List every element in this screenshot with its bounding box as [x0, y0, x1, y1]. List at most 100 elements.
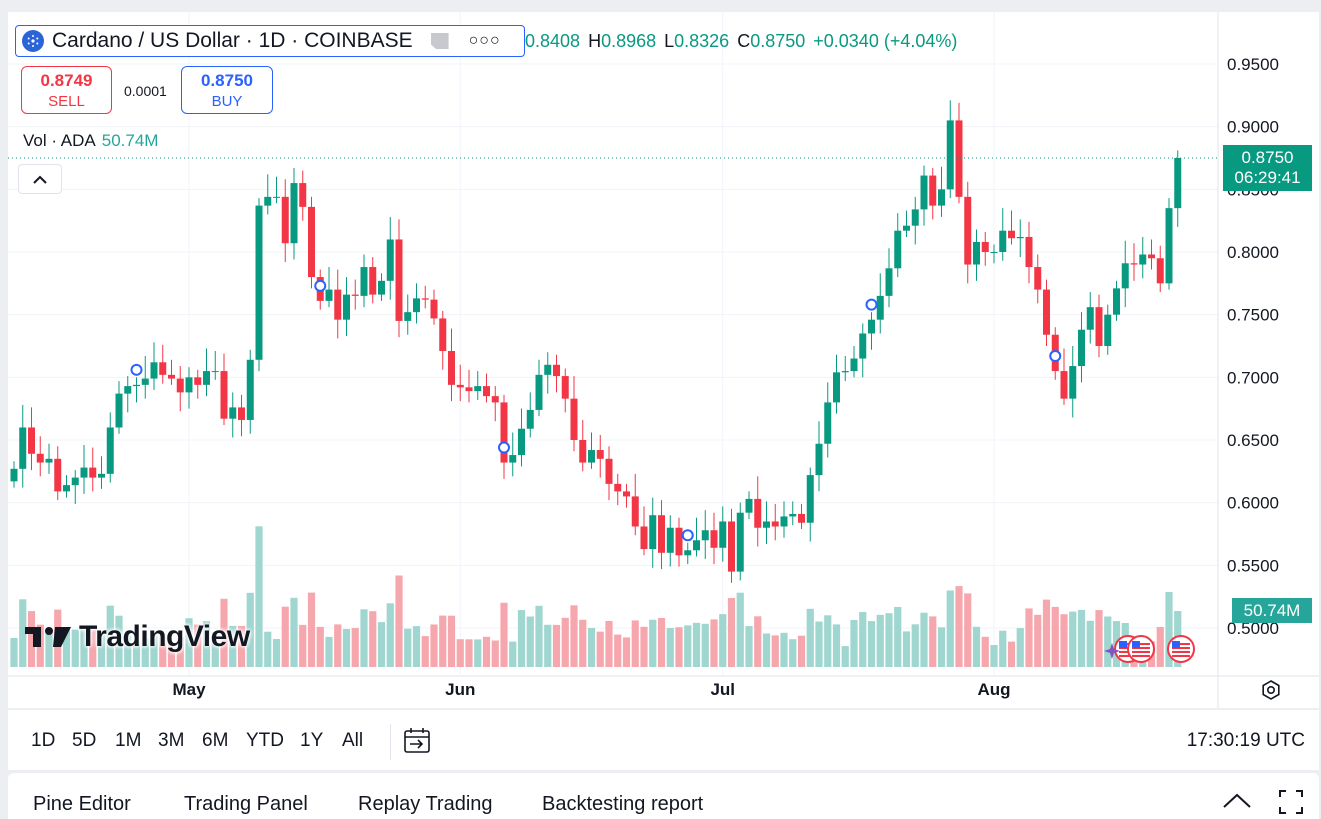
volume-bar-down — [771, 635, 779, 667]
y-tick-label: 0.5000 — [1227, 619, 1279, 638]
range-all-button[interactable]: All — [342, 730, 364, 751]
candle-down — [658, 515, 665, 553]
collapse-legend-button[interactable] — [18, 164, 62, 194]
gear-icon[interactable] — [1259, 678, 1283, 702]
volume-bar-up — [1086, 620, 1094, 667]
volume-legend[interactable]: Vol · ADA 50.74M — [23, 131, 158, 151]
candle-up — [1104, 314, 1112, 346]
volume-bar-up — [649, 619, 657, 667]
tradingview-logo[interactable]: TradingView — [25, 620, 250, 654]
volume-bar-up — [745, 626, 753, 667]
candle-up — [203, 371, 210, 385]
tab-backtesting-report[interactable]: Backtesting report — [542, 793, 704, 815]
candle-up — [903, 225, 910, 231]
candle-up — [115, 393, 123, 428]
price-chart[interactable]: 0.5000 0.5500 0.6000 0.6500 0.7000 0.7500 0.80… — [8, 12, 1319, 708]
volume-bar-up — [45, 629, 53, 667]
candle-up — [71, 477, 79, 486]
range-6m-button[interactable]: 6M — [202, 730, 229, 751]
chevron-up-icon[interactable] — [1222, 791, 1252, 811]
x-tick-label: May — [172, 680, 206, 699]
volume-bar-down — [614, 634, 622, 667]
volume-bar-down — [754, 616, 762, 667]
volume-bar-up — [202, 621, 211, 667]
candle-up — [876, 295, 884, 320]
volume-bar-down — [1042, 599, 1051, 667]
volume-label: Vol · ADA — [23, 131, 96, 150]
calendar-goto-icon[interactable] — [402, 726, 434, 756]
volume-bar-up — [377, 622, 386, 667]
more-options-icon[interactable]: ○○○ — [468, 32, 501, 49]
candle-up — [378, 280, 385, 295]
candle-up — [509, 455, 517, 463]
candle-down — [176, 378, 184, 393]
buy-price: 0.8750 — [201, 71, 253, 90]
volume-bar-up — [360, 609, 368, 667]
candle-up — [850, 358, 858, 372]
volume-bar-up — [1069, 611, 1077, 667]
candle-down — [491, 396, 499, 403]
candle-down — [456, 384, 464, 388]
range-1m-button[interactable]: 1M — [115, 730, 142, 751]
volume-bar-up — [815, 621, 823, 667]
volume-bar-down — [465, 639, 473, 667]
sell-button[interactable]: 0.8749 SELL — [21, 66, 112, 114]
bottom-panel-tabs: Pine Editor Trading Panel Replay Trading… — [8, 773, 1319, 819]
volume-bar-down — [307, 592, 316, 667]
volume-bar-up — [386, 603, 394, 667]
range-ytd-button[interactable]: YTD — [246, 730, 284, 751]
range-3m-button[interactable]: 3M — [158, 730, 185, 751]
candle-up — [588, 450, 595, 463]
buy-button[interactable]: 0.8750 BUY — [181, 66, 273, 114]
tab-pine-editor[interactable]: Pine Editor — [33, 793, 131, 815]
symbol-search[interactable]: Cardano / US Dollar · 1D · COINBASE ○○○ — [15, 25, 525, 57]
candle-up — [325, 289, 333, 301]
volume-bar-up — [526, 616, 534, 667]
logo-text: TradingView — [79, 620, 250, 653]
range-1d-button[interactable]: 1D — [31, 730, 56, 751]
volume-bar-up — [894, 607, 902, 667]
range-1y-button[interactable]: 1Y — [300, 730, 324, 751]
volume-bar-down — [491, 640, 499, 667]
candle-down — [439, 318, 447, 352]
clock-utc[interactable]: 17:30:19 UTC — [1186, 730, 1305, 751]
tab-trading-panel[interactable]: Trading Panel — [184, 793, 308, 815]
volume-bar-down — [369, 611, 377, 667]
volume-bar-up — [736, 592, 744, 667]
candle-down — [771, 521, 779, 527]
volume-bar-down — [964, 593, 972, 667]
event-marker-icon — [1049, 350, 1062, 363]
flag-icon[interactable] — [430, 33, 449, 49]
high-value: 0.8968 — [601, 31, 657, 51]
candle-up — [815, 443, 823, 476]
candle-up — [1165, 208, 1173, 284]
volume-bar-down — [797, 635, 806, 667]
candle-up — [264, 196, 272, 206]
volume-bar-up — [185, 618, 193, 667]
volume-bar-down — [1007, 641, 1016, 667]
candle-down — [334, 289, 342, 320]
volume-bar-up — [342, 629, 351, 667]
candle-down — [220, 371, 228, 419]
y-tick-label: 0.8000 — [1227, 243, 1279, 262]
volume-bar-up — [1077, 609, 1086, 667]
range-5d-button[interactable]: 5D — [72, 730, 97, 751]
volume-bar-down — [657, 618, 666, 667]
candle-up — [693, 540, 700, 551]
volume-bar-down — [552, 624, 561, 667]
candle-down — [351, 294, 359, 296]
volume-bar-down — [1095, 610, 1103, 667]
candle-down — [623, 491, 630, 497]
tab-replay-trading[interactable]: Replay Trading — [358, 793, 493, 815]
candle-up — [255, 205, 263, 360]
maximize-icon[interactable] — [1278, 789, 1304, 815]
event-marker-icon — [130, 363, 143, 376]
volume-bar-up — [1016, 628, 1024, 667]
volume-bar-down — [482, 636, 491, 667]
chart-panel[interactable]: 0.5000 0.5500 0.6000 0.6500 0.7000 0.7500 0.80… — [8, 12, 1319, 708]
candle-down — [631, 496, 639, 527]
buy-label: BUY — [211, 93, 243, 110]
sell-label: SELL — [48, 93, 85, 110]
volume-bar-down — [237, 626, 246, 667]
volume-bar-up — [544, 624, 552, 667]
